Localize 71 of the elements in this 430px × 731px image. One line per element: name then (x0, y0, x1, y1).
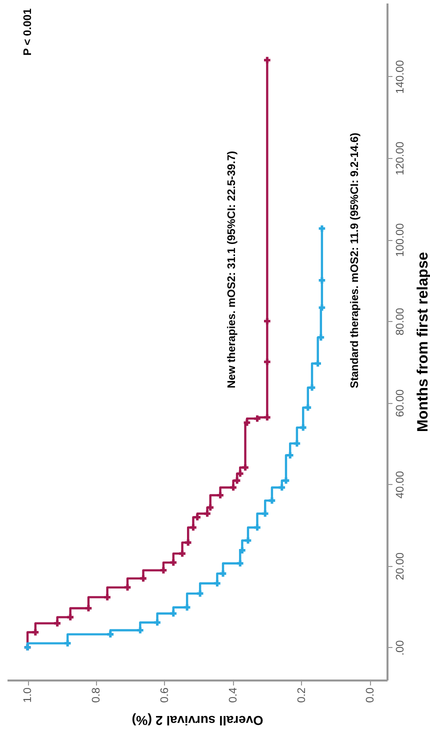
point (196, 590, 204, 597)
point (300, 424, 306, 431)
point (264, 318, 270, 324)
point (318, 277, 326, 284)
point (318, 304, 326, 311)
point (242, 464, 248, 471)
point (318, 334, 324, 341)
point (318, 225, 326, 232)
point (160, 567, 167, 574)
point (308, 384, 316, 391)
y-tick-label: 20.00 (394, 552, 406, 580)
x-tick-label: 0.0 (364, 688, 376, 703)
point (254, 524, 260, 531)
point (204, 510, 210, 517)
point (217, 492, 224, 498)
point (104, 594, 110, 600)
point (264, 56, 270, 64)
x-tick-label: 0.2 (296, 688, 308, 703)
point (282, 477, 290, 484)
point (220, 570, 226, 577)
annotation: New therapies. mOS2: 31.1 (95%CI: 22.5-39.7) (226, 150, 238, 388)
point (314, 360, 322, 367)
point (264, 358, 270, 366)
y-tick-label: 60.00 (394, 389, 406, 417)
point (262, 510, 268, 517)
y-tick-label: 100.00 (394, 223, 406, 257)
point (207, 504, 214, 511)
point (67, 614, 74, 620)
y-tick-label: 140.00 (394, 60, 406, 94)
y-tick-label: 80.00 (394, 308, 406, 336)
point (140, 575, 146, 582)
point (264, 414, 270, 421)
point (184, 604, 190, 611)
point (179, 550, 186, 557)
point (54, 620, 60, 626)
point (64, 640, 71, 646)
point (268, 497, 276, 504)
point (170, 610, 177, 617)
point (304, 404, 312, 411)
point (244, 419, 250, 426)
point (194, 514, 201, 520)
point (234, 477, 240, 484)
point (184, 539, 192, 546)
point (214, 580, 220, 587)
x-tick-label: 0.4 (227, 688, 240, 703)
point (32, 629, 39, 636)
y-tick-label: .00 (394, 640, 406, 656)
point (294, 440, 300, 447)
x-tick-label: 1.0 (22, 688, 34, 703)
point (230, 484, 236, 491)
annotation: Standard therapies. mOS2: 11.9 (95%CI: 9.2-14.6) (349, 132, 362, 388)
point (137, 627, 144, 634)
annotation: P < 0.001 (22, 8, 34, 56)
point (124, 584, 131, 591)
point (236, 560, 244, 567)
point (154, 619, 160, 626)
point (254, 415, 260, 422)
y-tick-label: 120.00 (394, 142, 406, 176)
x-axis-title: Overall survival 2 (%) (132, 712, 264, 728)
point (286, 452, 294, 458)
point (278, 484, 286, 491)
point (236, 470, 244, 477)
point (239, 547, 246, 554)
x-tick-label: 0.8 (90, 688, 103, 703)
x-tick-label: 0.6 (158, 688, 171, 703)
point (244, 537, 252, 544)
y-tick-label: 40.00 (394, 470, 406, 499)
point (170, 559, 177, 566)
point (190, 524, 196, 531)
point (85, 605, 92, 612)
point (107, 631, 114, 638)
